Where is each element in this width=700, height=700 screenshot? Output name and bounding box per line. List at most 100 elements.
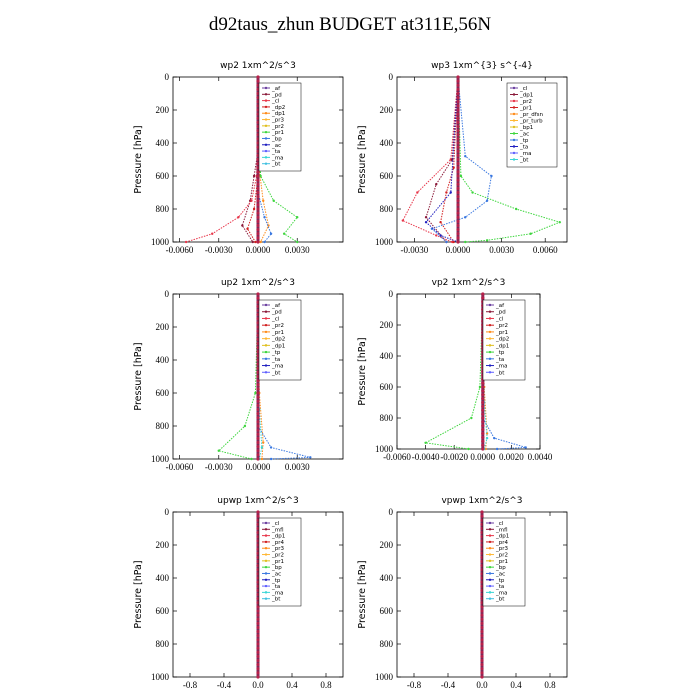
zero-profile-marker — [456, 199, 460, 203]
series-point — [529, 232, 532, 235]
x-tick-label: 0.8 — [544, 680, 556, 690]
zero-profile-marker — [256, 457, 260, 461]
y-tick-label: 800 — [156, 421, 170, 431]
zero-profile-marker — [480, 613, 484, 617]
y-tick-label: 400 — [380, 573, 394, 583]
zero-profile-marker — [256, 663, 260, 667]
zero-profile-marker — [256, 399, 260, 403]
panel-title: vp2 1xm^2/s^3 — [432, 278, 506, 288]
zero-profile-marker — [456, 190, 460, 195]
zero-profile-marker — [256, 445, 260, 449]
zero-profile-marker — [456, 195, 460, 199]
legend-entry: _pr3 — [271, 546, 285, 552]
series-point — [464, 240, 467, 244]
legend-entry: _dp1 — [271, 534, 285, 540]
x-tick-label: -0.8 — [407, 680, 422, 690]
legend-marker — [264, 572, 268, 575]
legend-entry: _pr1 — [271, 130, 284, 136]
zero-profile-marker — [456, 133, 460, 137]
y-tick-label: 200 — [156, 540, 170, 550]
zero-profile-marker — [256, 436, 260, 440]
y-tick-label: 200 — [380, 105, 394, 115]
zero-profile-marker — [456, 186, 460, 190]
legend-marker — [264, 584, 268, 588]
x-tick-label: 0.0020 — [499, 452, 524, 462]
zero-profile-marker — [256, 630, 260, 634]
zero-profile-marker — [256, 440, 260, 445]
legend-marker — [488, 547, 492, 550]
zero-profile-marker — [256, 195, 260, 199]
legend-marker — [264, 118, 268, 121]
zero-profile-marker — [256, 420, 260, 424]
legend-entry: _cl — [271, 316, 280, 322]
legend-entry: _tp — [271, 578, 281, 584]
zero-profile-marker — [256, 75, 260, 79]
series-point — [493, 436, 496, 440]
y-tick-label: 1000 — [375, 237, 394, 247]
series-point — [490, 174, 493, 178]
legend-entry: _pr1 — [519, 106, 532, 112]
y-tick-label: 0 — [389, 72, 394, 82]
legend-marker — [264, 124, 268, 128]
legend-marker — [264, 528, 268, 531]
legend-entry: _ta — [271, 357, 280, 363]
series-line-pd — [241, 77, 259, 243]
legend-marker — [264, 105, 268, 109]
legend-marker — [264, 162, 268, 165]
series-point — [269, 457, 273, 461]
legend-marker — [264, 350, 268, 354]
legend-marker — [264, 99, 268, 102]
zero-profile-marker — [481, 393, 485, 397]
legend-entry: _tp — [495, 578, 505, 584]
x-tick-label: 0.0 — [252, 680, 264, 690]
zero-profile-marker — [480, 654, 484, 658]
zero-profile-marker — [456, 178, 460, 182]
x-tick-label: -0.4 — [217, 680, 232, 690]
series-point — [445, 191, 448, 194]
zero-profile-marker — [256, 613, 260, 617]
legend-entry: _dp1 — [271, 111, 285, 117]
legend-marker — [512, 99, 516, 103]
zero-profile-marker — [456, 162, 460, 166]
series-point — [464, 216, 467, 219]
legend-entry: _bt — [495, 597, 505, 603]
legend-entry: _ac — [271, 571, 281, 577]
legend-entry: _cl — [271, 99, 280, 105]
legend-marker — [264, 317, 268, 320]
zero-profile-marker — [481, 408, 485, 412]
series-point — [524, 446, 527, 449]
series-point — [259, 240, 262, 244]
series-point — [243, 424, 247, 428]
legend-entry: _pr2 — [271, 323, 284, 329]
legend-entry: _pr2 — [495, 323, 508, 329]
zero-profile-marker — [481, 385, 485, 389]
series-line-dp1 — [402, 76, 459, 243]
panel-2: wp3 1xm^{3} s^{-4} 0 200 400 600 800 1000 Press… — [357, 61, 568, 255]
zero-profile-marker — [256, 514, 260, 518]
legend-entry: _ta — [271, 149, 280, 155]
legend-marker — [488, 323, 492, 327]
legend-marker — [488, 534, 492, 537]
legend-marker — [264, 323, 268, 327]
legend-marker — [488, 337, 492, 340]
legend-entry: _mfl — [495, 527, 508, 533]
x-tick-label: 0.0000 — [246, 462, 271, 472]
series-point — [254, 391, 257, 395]
y-tick-label: 800 — [156, 204, 170, 214]
legend-entry: _pr1 — [271, 559, 284, 565]
zero-profile-marker — [256, 424, 260, 428]
legend-marker — [264, 553, 268, 556]
zero-profile-marker — [256, 223, 260, 228]
series-point — [282, 232, 286, 235]
y-tick-label: 400 — [380, 351, 394, 361]
legend-entry: _pr4 — [271, 540, 285, 546]
legend-marker — [264, 149, 268, 153]
zero-profile-marker — [256, 510, 260, 514]
zero-profile-marker — [256, 654, 260, 658]
legend-marker — [488, 528, 492, 531]
y-tick-label: 800 — [156, 639, 170, 649]
series-line-bp — [257, 76, 298, 243]
plot-frame — [396, 76, 568, 243]
y-tick-label: 600 — [380, 171, 394, 181]
legend-marker — [488, 565, 492, 569]
